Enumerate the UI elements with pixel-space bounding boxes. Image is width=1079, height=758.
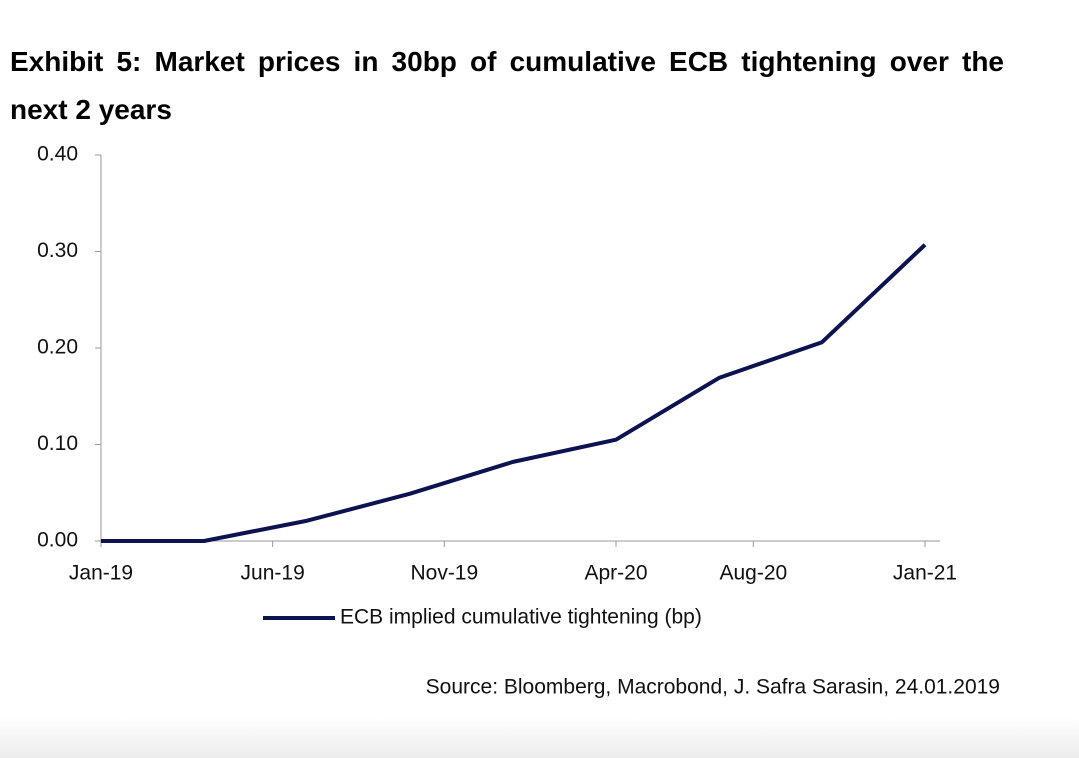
x-tick-label: Jan-19 (69, 562, 133, 585)
x-tick-label: Jan-21 (893, 562, 957, 585)
chart-title: Exhibit 5: Market prices in 30bp of cumu… (10, 46, 1004, 125)
x-tick-label: Apr-20 (584, 562, 647, 585)
x-tick-label: Aug-20 (719, 562, 787, 585)
x-tick-label: Jun-19 (241, 562, 305, 585)
footer-band (0, 718, 1079, 758)
y-tick-label: 0.00 (37, 529, 78, 552)
source-note: Source: Bloomberg, Macrobond, J. Safra S… (426, 676, 1000, 699)
legend-label: ECB implied cumulative tightening (bp) (340, 606, 702, 629)
y-tick-label: 0.10 (37, 432, 78, 455)
chart: Source: Bloomberg, Macrobond, J. Safra S… (37, 143, 1000, 699)
y-tick-label: 0.40 (37, 143, 78, 166)
y-tick-label: 0.20 (37, 336, 78, 359)
y-tick-label: 0.30 (37, 239, 78, 262)
data-line (101, 243, 927, 543)
x-tick-label: Nov-19 (410, 562, 478, 585)
